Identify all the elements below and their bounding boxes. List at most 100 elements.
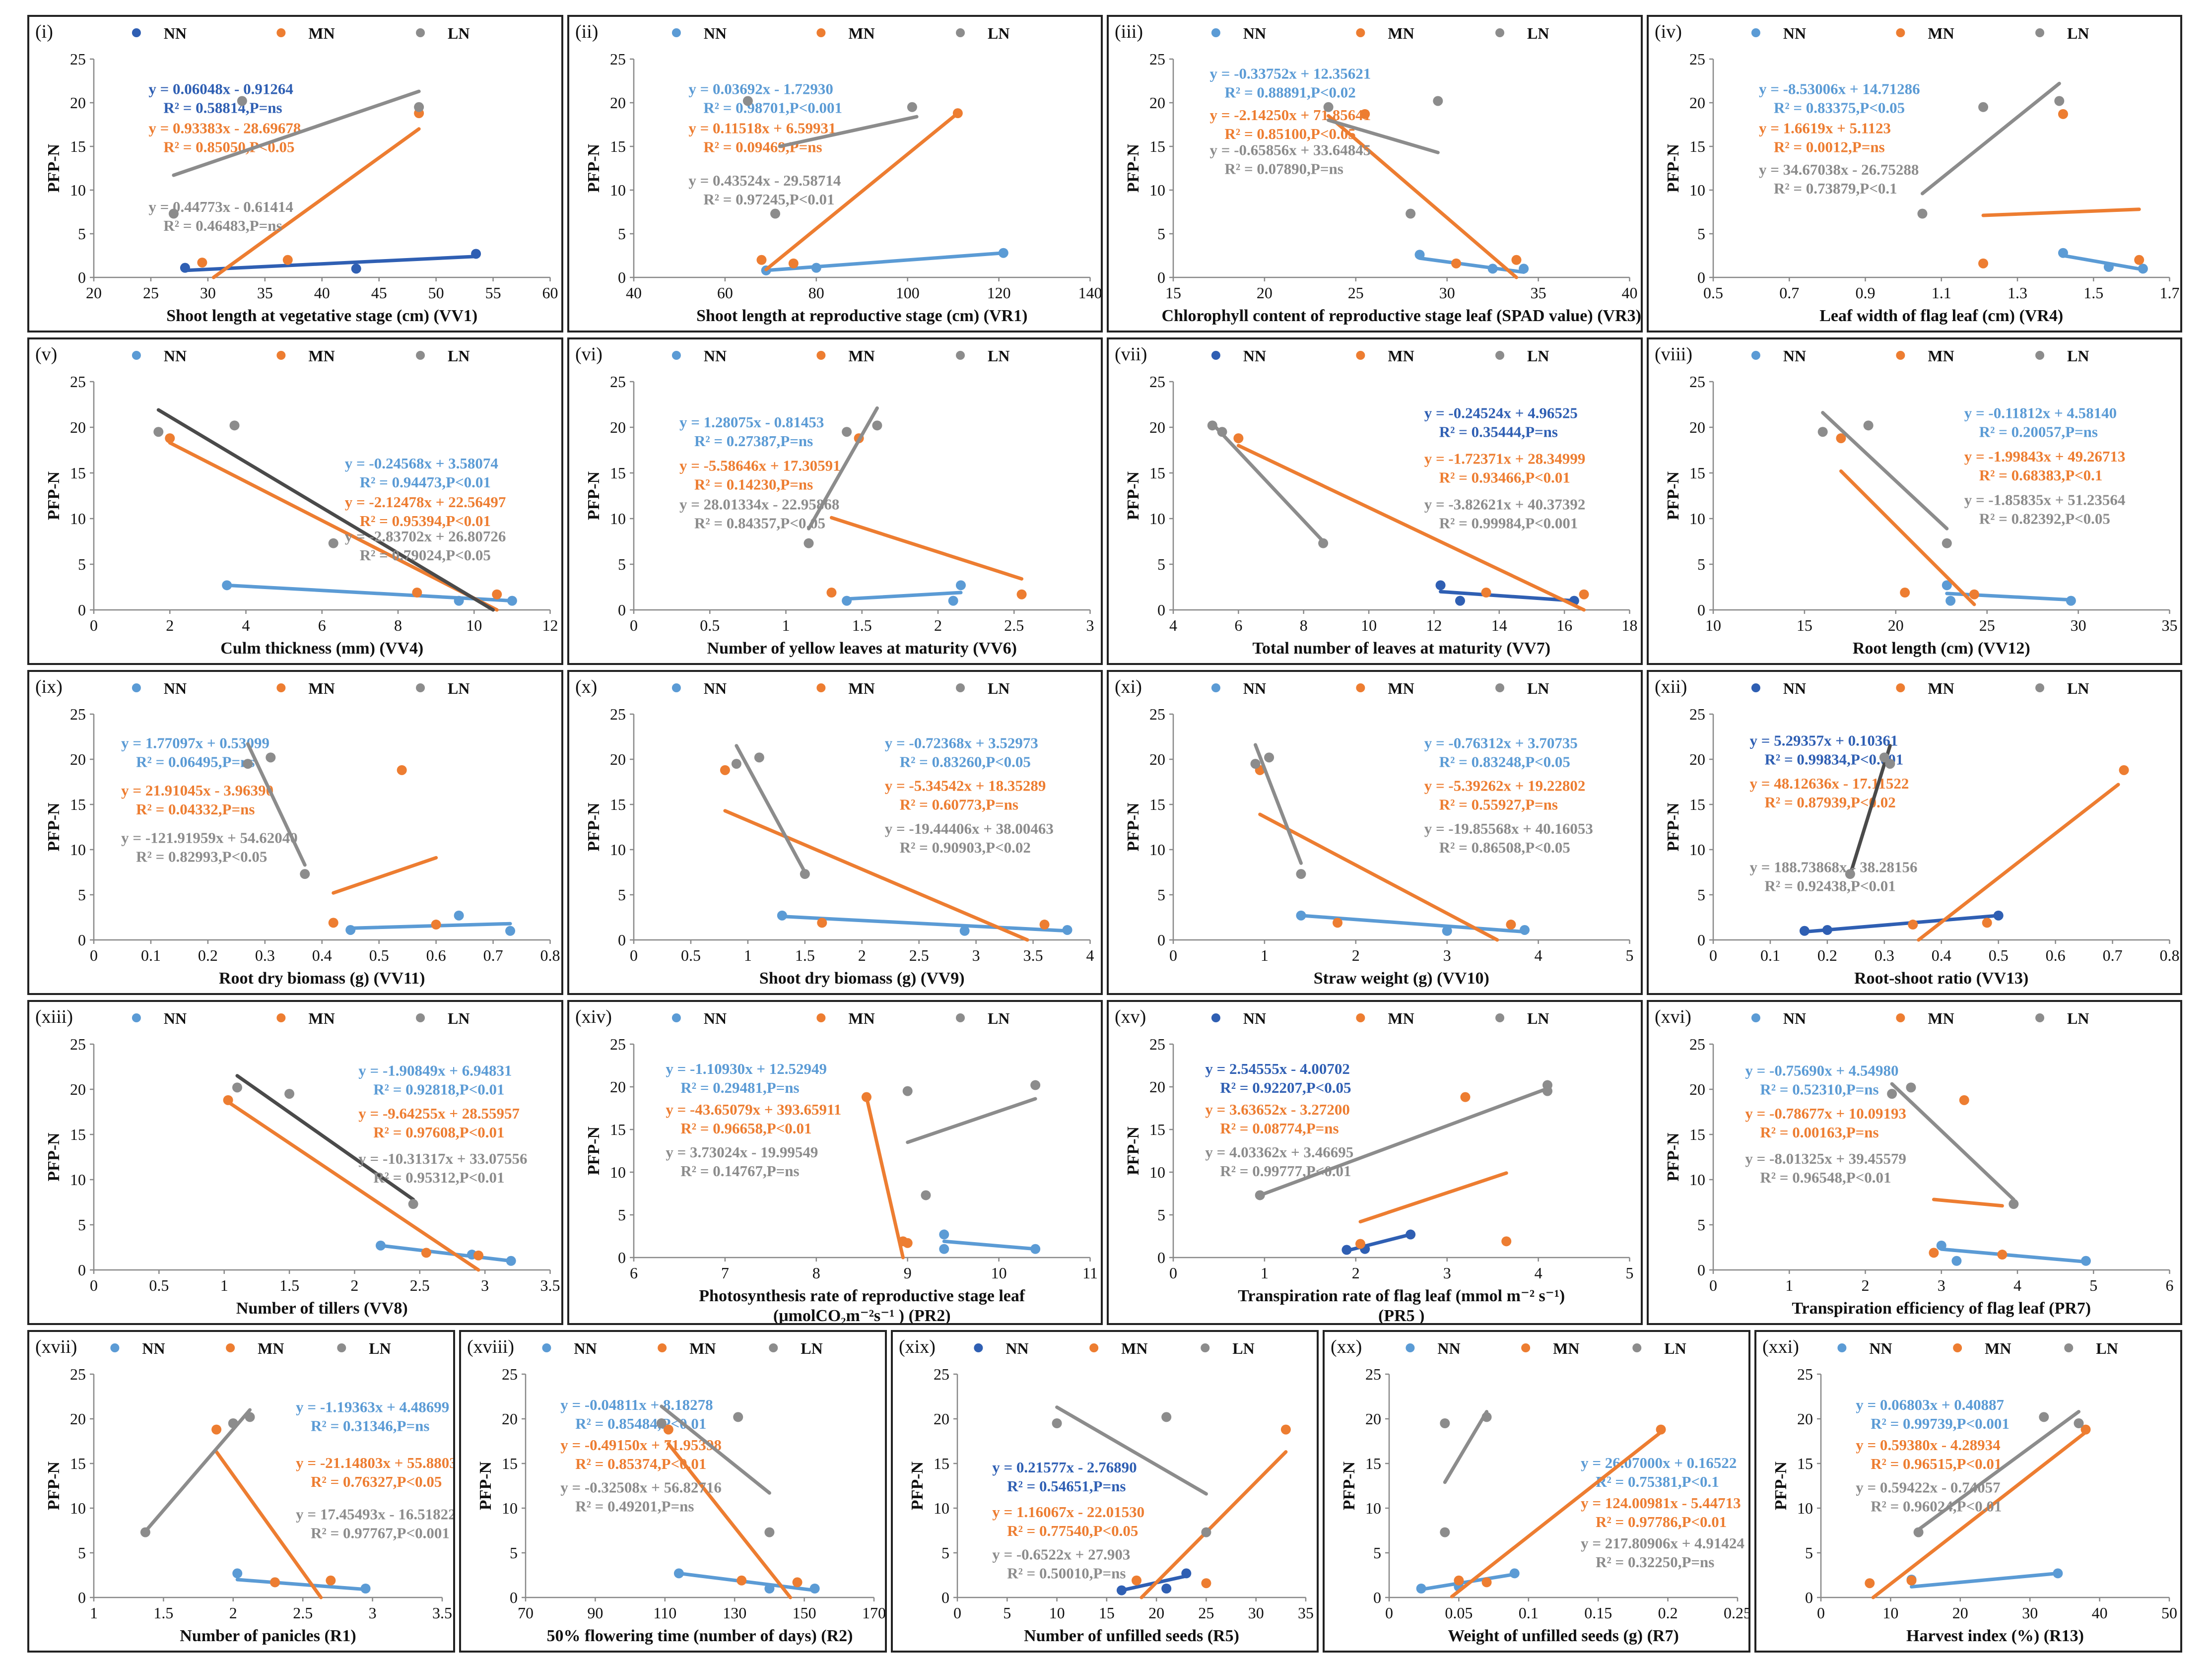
point-nn — [232, 1568, 243, 1579]
r-squared-nn: R² = 0.83248,P<0.05 — [1439, 753, 1570, 770]
r-squared-ln: R² = 0.46483,P=ns — [163, 217, 282, 234]
y-tick-label: 10 — [1149, 181, 1165, 199]
legend-label-mn: MN — [258, 1339, 284, 1357]
legend-label-ln: LN — [2067, 679, 2089, 697]
x-tick-label: 11 — [1082, 1264, 1098, 1282]
panel-xii: (xii) NN MN LN 0 5 10 15 20 25 0 0.1 0.2 0.3 0.4 0.5 0.6… — [1646, 670, 2182, 995]
point-mn — [2058, 109, 2068, 119]
x-tick-label: 55 — [485, 284, 501, 302]
point-ln — [1817, 427, 1828, 437]
equation-nn: y = 1.77097x + 0.53099 — [121, 734, 269, 751]
trendline-mn — [829, 516, 1023, 581]
y-tick-label: 15 — [610, 796, 626, 813]
x-axis-title: 50% flowering time (number of days) (R2) — [547, 1627, 853, 1645]
point-ln — [1542, 1086, 1552, 1096]
y-axis-title: PFP-N — [1664, 143, 1682, 193]
trendline-nn — [225, 583, 514, 603]
y-tick-label: 25 — [610, 373, 626, 391]
r-squared-mn: R² = 0.97786,P<0.01 — [1596, 1513, 1727, 1530]
legend-marker-ln — [2035, 683, 2044, 692]
r-squared-ln: R² = 0.99777,P<0.01 — [1220, 1162, 1351, 1180]
chart-xvii: (xvii) NN MN LN 0 5 10 15 20 25 1 1.5 2 2.5 3 3.5 PFP-N N… — [35, 1336, 453, 1645]
legend-label-nn: NN — [574, 1339, 597, 1357]
chart-vii: (vii) NN MN LN 0 5 10 15 20 25 4 6 8 10 12 14 16 18 PFP-N T… — [1115, 344, 1638, 658]
equation-ln: y = 28.01334x - 22.95868 — [679, 496, 839, 513]
y-tick-label: 25 — [1689, 1035, 1705, 1053]
point-ln — [800, 869, 810, 879]
panel-label: (ix) — [35, 676, 63, 697]
equation-nn: y = -8.53006x + 14.71286 — [1758, 80, 1920, 97]
equation-ln: y = -10.31317x + 33.07556 — [358, 1150, 527, 1167]
x-tick-label: 5 — [1626, 1264, 1634, 1282]
point-mn — [2134, 255, 2144, 265]
point-mn — [473, 1250, 484, 1261]
point-ln — [1161, 1412, 1172, 1422]
equation-ln: y = -1.85835x + 51.23564 — [1964, 491, 2125, 508]
point-ln — [1884, 759, 1895, 769]
trendline-nn — [1939, 1247, 2087, 1264]
x-axis-title: Shoot length at vegetative stage (cm) (V… — [166, 307, 477, 325]
legend-marker-mn — [816, 1013, 825, 1022]
y-tick-label: 0 — [510, 1589, 518, 1606]
point-mn — [1460, 1092, 1471, 1102]
x-axis-title: Harvest index (%) (R13) — [1906, 1627, 2084, 1645]
y-tick-label: 20 — [70, 418, 86, 436]
point-nn — [507, 596, 517, 606]
y-tick-label: 5 — [1697, 225, 1705, 243]
legend-label-ln: LN — [988, 1009, 1009, 1027]
x-axis-title: Root-shoot ratio (VV13) — [1854, 969, 2028, 988]
legend-marker-nn — [1751, 1013, 1760, 1022]
point-mn — [756, 255, 766, 265]
y-tick-label: 5 — [1697, 1216, 1705, 1234]
x-tick-label: 50 — [2161, 1604, 2177, 1622]
point-nn — [938, 1229, 949, 1240]
point-mn — [197, 258, 207, 268]
point-mn — [1481, 1577, 1492, 1588]
r-squared-nn: R² = 0.88891,P<0.02 — [1225, 84, 1356, 101]
point-mn — [1233, 433, 1244, 444]
panel-i: (i) NN MN LN 0 5 10 15 20 25 20 25 30 35 40 45 50 55 60 PFP… — [27, 15, 563, 332]
equation-ln: y = 217.80906x + 4.91424 — [1581, 1534, 1744, 1552]
x-tick-label: 0.9 — [1855, 284, 1875, 302]
x-tick-label: 0.6 — [2045, 946, 2065, 964]
y-tick-label: 25 — [70, 50, 86, 68]
y-tick-label: 20 — [610, 94, 626, 112]
y-tick-label: 5 — [1805, 1544, 1813, 1562]
x-tick-label: 4 — [2013, 1276, 2021, 1294]
trendline-ln — [1210, 422, 1325, 543]
trendline-mn — [864, 1095, 905, 1260]
equation-mn: y = -9.64255x + 28.55957 — [358, 1105, 520, 1122]
y-tick-label: 5 — [1373, 1544, 1381, 1562]
x-tick-label: 5 — [2089, 1276, 2097, 1294]
x-tick-label: 0.5 — [680, 946, 700, 964]
y-tick-label: 25 — [610, 705, 626, 723]
point-nn — [1416, 1584, 1426, 1594]
point-mn — [1481, 588, 1491, 598]
x-tick-label: 3 — [369, 1604, 377, 1622]
y-axis-title: PFP-N — [585, 471, 603, 520]
point-mn — [1928, 1248, 1939, 1258]
legend-marker-mn — [226, 1343, 235, 1352]
legend-marker-mn — [816, 683, 825, 692]
chart-iii: (iii) NN MN LN 0 5 10 15 20 25 15 20 25 30 35 40 PFP-N Ch… — [1115, 21, 1641, 325]
point-ln — [841, 427, 852, 437]
point-mn — [663, 1424, 673, 1435]
y-tick-label: 0 — [618, 931, 626, 949]
x-tick-label: 1.5 — [2083, 284, 2103, 302]
legend-marker-nn — [1211, 351, 1220, 360]
x-tick-label: 0 — [1709, 946, 1717, 964]
trendline-mn — [667, 1442, 793, 1599]
legend-marker-mn — [1356, 28, 1365, 37]
legend-marker-mn — [816, 28, 825, 37]
y-tick-label: 20 — [70, 94, 86, 112]
legend-label-ln: LN — [1527, 679, 1549, 697]
y-tick-label: 5 — [618, 225, 626, 243]
panel-label: (iii) — [1115, 21, 1143, 42]
r-squared-mn: R² = 0.77540,P<0.05 — [1007, 1522, 1138, 1539]
x-tick-label: 0.1 — [141, 946, 161, 964]
point-ln — [243, 759, 253, 769]
legend-marker-nn — [1406, 1343, 1415, 1352]
legend-label-ln: LN — [2067, 24, 2089, 42]
x-tick-label: 3.5 — [540, 1276, 560, 1294]
x-tick-label: 1 — [1261, 946, 1269, 964]
